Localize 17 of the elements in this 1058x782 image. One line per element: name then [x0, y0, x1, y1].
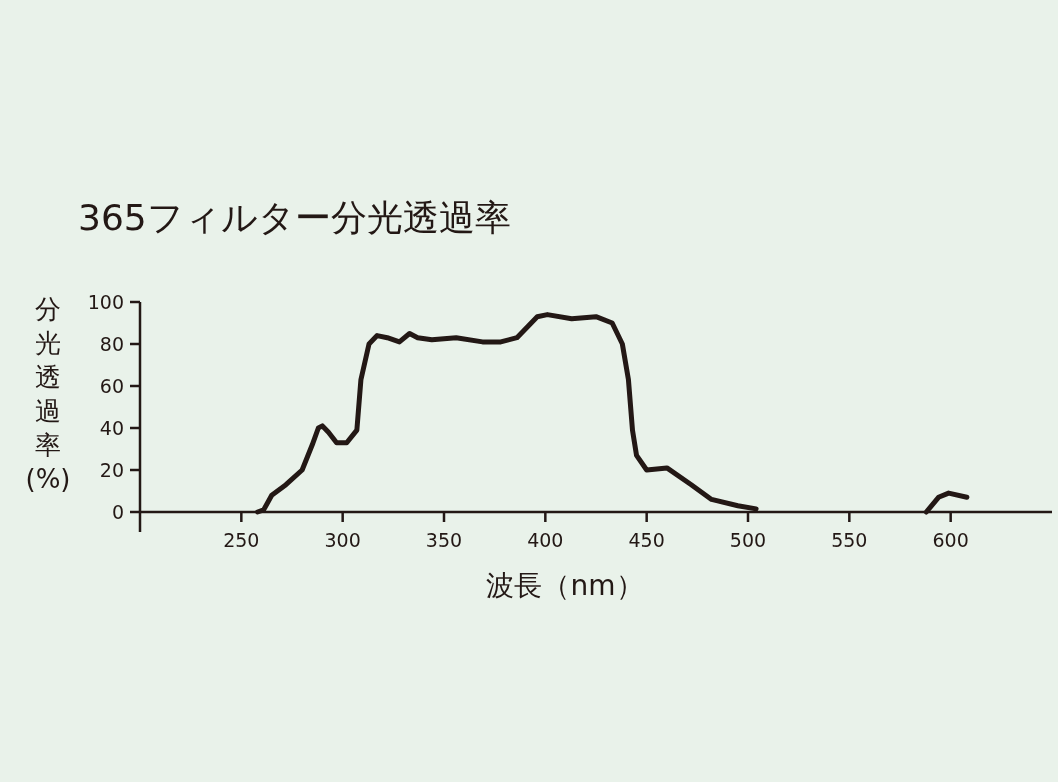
y-tick-label: 0 [111, 501, 124, 523]
chart-title: 365フィルター分光透過率 [78, 197, 511, 238]
y-tick-label: 40 [99, 417, 124, 439]
y-tick-label: 20 [99, 459, 124, 481]
y-axis-title: 分光透過率(%) [25, 294, 71, 494]
x-tick-label: 500 [729, 529, 767, 551]
x-tick-label: 400 [527, 529, 564, 551]
x-tick-label: 550 [831, 529, 868, 551]
x-tick-label: 250 [223, 529, 260, 551]
x-tick-label: 600 [932, 529, 969, 551]
x-tick-label: 450 [628, 529, 665, 551]
x-tick-label: 350 [425, 529, 463, 551]
x-axis-title: 波長（nm） [486, 569, 644, 602]
y-tick-label: 60 [99, 375, 124, 397]
y-tick-label: 80 [99, 333, 124, 355]
x-tick-label: 300 [324, 529, 361, 551]
y-tick-label: 100 [87, 291, 124, 313]
